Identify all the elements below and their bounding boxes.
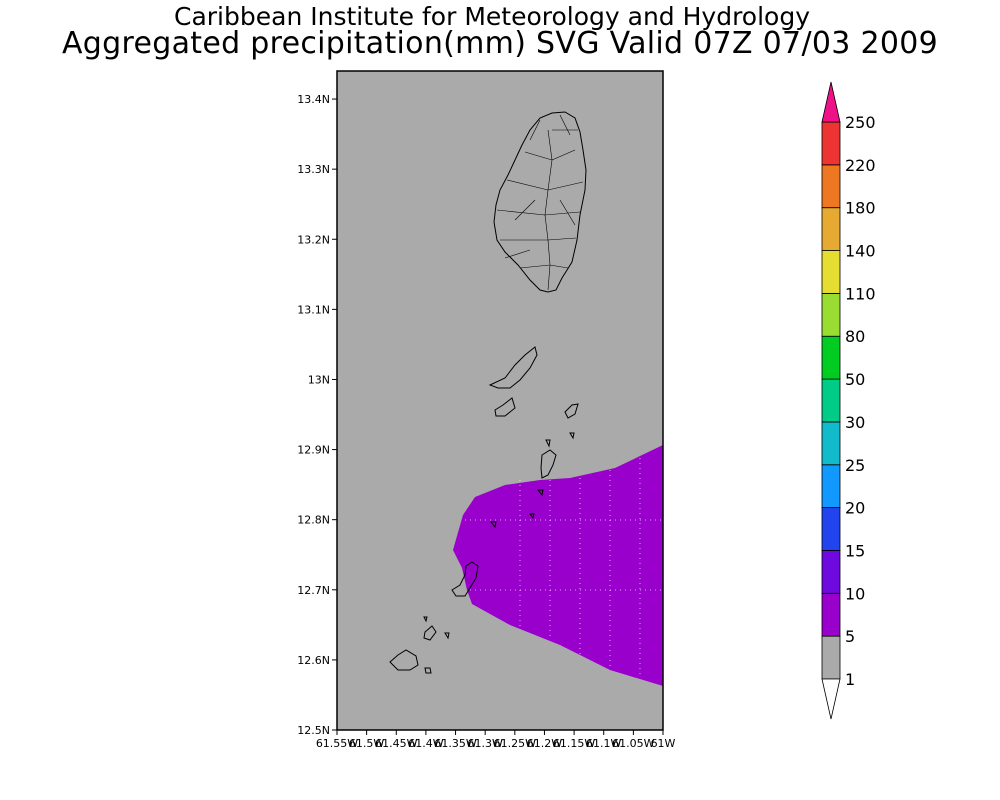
lon-tick-label: 61.35W [434,737,476,750]
legend-label: 80 [845,327,865,346]
map-frame [336,70,664,731]
legend-swatch [821,292,841,337]
lon-tick-label: 61.1W [586,737,621,750]
lat-tick-label: 13.4N [297,93,330,106]
legend-min-arrow [821,678,841,720]
legend-label: 220 [845,156,876,175]
small-island [444,632,450,640]
legend-label: 10 [845,584,865,603]
chart-title: Caribbean Institute for Meteorology and … [174,2,810,31]
small-island [494,397,516,417]
st-vincent-island [493,111,587,293]
union-island [451,561,479,597]
legend-label: 5 [845,627,855,646]
lat-tick-label: 12.6N [297,654,330,667]
legend-swatch [821,635,841,680]
island-outline [493,111,587,293]
legend-swatch [821,121,841,166]
grenadine-islands [389,346,579,674]
legend-label: 110 [845,284,876,303]
bequia-island [488,346,538,389]
small-island [564,403,579,419]
longitude-axis: 61.55W61.5W61.45W61.4W61.35W61.3W61.25W6… [316,730,676,750]
legend-swatch [821,164,841,209]
legend-swatch [821,250,841,294]
small-island [423,616,428,623]
legend-swatch [821,507,841,551]
carriacou-island [389,649,419,671]
canouan-island [540,449,557,479]
legend-swatch [821,335,841,380]
legend-swatch [821,592,841,637]
legend-label: 250 [845,113,876,132]
lon-tick-label: 61W [651,737,676,750]
watershed-line [496,114,584,291]
lon-tick-label: 61.55W [316,737,358,750]
legend-swatch [821,207,841,251]
grid-lines [465,458,663,676]
lat-tick-label: 13N [308,373,330,386]
small-island [545,439,551,448]
chart-subtitle: Aggregated precipitation(mm) SVG Valid 0… [61,26,939,61]
latitude-axis: 12.5N 12.6N 12.7N 12.8N 12.9N 13N 13.1N 13.2N 13… [297,93,337,737]
small-island [423,625,437,641]
lon-tick-label: 61.25W [494,737,536,750]
legend-label: 15 [845,541,865,560]
small-island [489,521,497,529]
lon-tick-label: 61.05W [612,737,654,750]
small-island [424,667,432,674]
legend-swatch [821,378,841,423]
legend-swatch [821,421,841,466]
legend-label: 1 [845,670,855,689]
map-panel: 12.5N 12.6N 12.7N 12.8N 12.9N 13N 13.1N 13.2N 13… [297,70,676,750]
lat-tick-label: 12.5N [297,724,330,737]
lon-tick-label: 61.5W [349,737,384,750]
lon-tick-label: 61.2W [527,737,562,750]
lat-tick-label: 13.2N [297,233,330,246]
small-island [529,513,535,520]
lon-tick-label: 61.4W [408,737,443,750]
lon-tick-label: 61.45W [375,737,417,750]
lon-tick-label: 61.3W [467,737,502,750]
lat-tick-label: 13.1N [297,303,330,316]
small-island [569,432,575,440]
lat-tick-label: 12.8N [297,514,330,527]
legend-label: 25 [845,456,865,475]
lat-tick-label: 12.7N [297,584,330,597]
legend-label: 20 [845,499,865,518]
lat-tick-label: 12.9N [297,444,330,457]
legend-label: 140 [845,242,876,261]
lon-tick-label: 61.15W [553,737,595,750]
legend-swatch [821,464,841,509]
rain-area-5-10mm [453,445,663,686]
legend-max-arrow [821,81,841,123]
small-island [536,489,544,497]
legend-label: 180 [845,199,876,218]
legend-label: 30 [845,413,865,432]
legend-label: 50 [845,370,865,389]
legend-swatch [821,550,841,594]
lat-tick-label: 13.3N [297,163,330,176]
